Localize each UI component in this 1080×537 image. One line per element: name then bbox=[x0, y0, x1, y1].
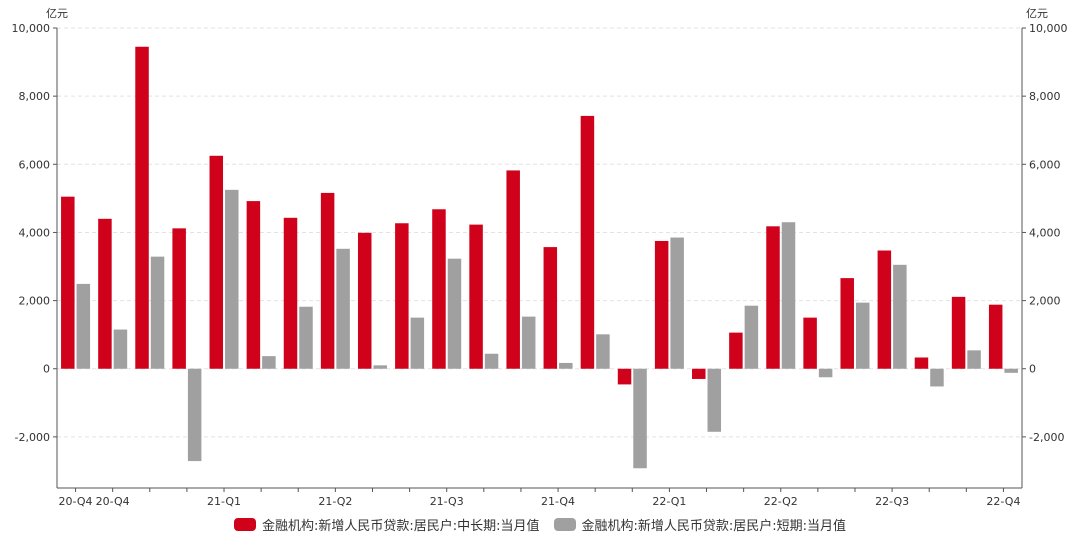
bar-long-term[interactable] bbox=[395, 223, 409, 369]
y-tick-label-left: -2,000 bbox=[15, 431, 50, 444]
bar-long-term[interactable] bbox=[617, 368, 632, 385]
bar-chart: -2,000 -2,000 0 0 2,000 2,000 4,000 4,000 6,000 6… bbox=[12, 7, 1068, 508]
bar-long-term[interactable] bbox=[283, 217, 298, 369]
bar-short-term[interactable] bbox=[930, 368, 944, 387]
y-tick-label-right: 2,000 bbox=[1029, 295, 1061, 308]
y-tick-label-left: 2,000 bbox=[19, 295, 51, 308]
bar-short-term[interactable] bbox=[447, 258, 462, 369]
x-tick-label: 21-Q1 bbox=[207, 495, 241, 508]
bar-long-term[interactable] bbox=[766, 226, 780, 369]
legend-item-long-term[interactable]: 金融机构:新增人民币贷款:居民户:中长期:当月值 bbox=[233, 515, 540, 534]
y-tick-label-right: 8,000 bbox=[1029, 90, 1061, 103]
y-tick-label-left: 8,000 bbox=[19, 90, 51, 103]
y-tick-label-right: 0 bbox=[1029, 363, 1036, 376]
bar-short-term[interactable] bbox=[855, 302, 870, 369]
bar-long-term[interactable] bbox=[692, 368, 706, 379]
bar-long-term[interactable] bbox=[988, 304, 1003, 369]
bar-long-term[interactable] bbox=[803, 317, 817, 369]
bar-short-term[interactable] bbox=[410, 317, 425, 369]
y-tick-label-left: 0 bbox=[43, 363, 50, 376]
bar-short-term[interactable] bbox=[967, 350, 981, 369]
bar-long-term[interactable] bbox=[729, 332, 743, 369]
bar-long-term[interactable] bbox=[432, 209, 446, 369]
bar-short-term[interactable] bbox=[299, 306, 313, 369]
bar-long-term[interactable] bbox=[209, 155, 224, 369]
y-tick-label-left: 6,000 bbox=[19, 158, 51, 171]
bar-long-term[interactable] bbox=[506, 170, 520, 369]
bar-long-term[interactable] bbox=[357, 232, 372, 369]
x-tick-label: 22-Q2 bbox=[764, 495, 798, 508]
legend: 金融机构:新增人民币贷款:居民户:中长期:当月值 金融机构:新增人民币贷款:居民… bbox=[0, 515, 1080, 534]
bar-short-term[interactable] bbox=[559, 362, 573, 369]
bar-short-term[interactable] bbox=[262, 356, 276, 369]
bar-short-term[interactable] bbox=[484, 353, 499, 369]
x-tick-label: 20-Q4 bbox=[96, 495, 130, 508]
bar-short-term[interactable] bbox=[113, 329, 128, 369]
legend-item-short-term[interactable]: 金融机构:新增人民币贷款:居民户:短期:当月值 bbox=[553, 515, 847, 534]
bar-long-term[interactable] bbox=[320, 192, 335, 369]
bar-long-term[interactable] bbox=[469, 224, 483, 369]
legend-swatch-short-term bbox=[553, 518, 576, 531]
y-tick-label-left: 10,000 bbox=[12, 22, 51, 35]
bar-short-term[interactable] bbox=[670, 237, 684, 369]
bar-long-term[interactable] bbox=[654, 240, 669, 369]
legend-label-long-term: 金融机构:新增人民币贷款:居民户:中长期:当月值 bbox=[261, 519, 540, 534]
bar-short-term[interactable] bbox=[76, 283, 91, 369]
y-tick-label-right: 6,000 bbox=[1029, 158, 1061, 171]
bar-long-term[interactable] bbox=[61, 196, 75, 369]
x-tick-label: 22-Q3 bbox=[875, 495, 909, 508]
bar-short-term[interactable] bbox=[818, 368, 833, 378]
bar-short-term[interactable] bbox=[1004, 368, 1018, 373]
right-unit-label: 亿元 bbox=[1026, 7, 1048, 20]
bar-short-term[interactable] bbox=[373, 365, 387, 369]
bar-long-term[interactable] bbox=[98, 218, 112, 369]
bar-short-term[interactable] bbox=[187, 368, 202, 462]
bar-short-term[interactable] bbox=[781, 222, 796, 369]
legend-label-short-term: 金融机构:新增人民币贷款:居民户:短期:当月值 bbox=[581, 519, 847, 534]
y-tick-label-right: 10,000 bbox=[1029, 22, 1068, 35]
axis-layer: -2,000 -2,000 0 0 2,000 2,000 4,000 4,000 6,000 6… bbox=[12, 22, 1068, 508]
y-tick-label-right: 4,000 bbox=[1029, 226, 1061, 239]
bar-short-term[interactable] bbox=[744, 305, 759, 369]
bar-long-term[interactable] bbox=[135, 46, 149, 369]
x-tick-label: 22-Q1 bbox=[652, 495, 686, 508]
y-tick-label-left: 4,000 bbox=[19, 226, 51, 239]
bar-short-term[interactable] bbox=[633, 368, 647, 469]
x-tick-label: 21-Q2 bbox=[318, 495, 352, 508]
bar-long-term[interactable] bbox=[172, 228, 186, 369]
bar-short-term[interactable] bbox=[893, 264, 907, 369]
legend-swatch-long-term bbox=[233, 518, 256, 531]
x-tick-label: 22-Q4 bbox=[986, 495, 1020, 508]
bar-short-term[interactable] bbox=[596, 334, 610, 369]
bar-long-term[interactable] bbox=[543, 247, 558, 369]
x-tick-label: 21-Q3 bbox=[430, 495, 464, 508]
left-unit-label: 亿元 bbox=[46, 7, 68, 20]
bar-long-term[interactable] bbox=[580, 115, 595, 369]
x-tick-label: 21-Q4 bbox=[541, 495, 575, 508]
bar-long-term[interactable] bbox=[246, 201, 261, 369]
x-tick-label: 20-Q4 bbox=[59, 495, 93, 508]
grid-layer bbox=[57, 27, 1022, 438]
bar-long-term[interactable] bbox=[914, 357, 929, 369]
bar-long-term[interactable] bbox=[840, 278, 854, 369]
bar-short-term[interactable] bbox=[225, 189, 239, 369]
bar-long-term[interactable] bbox=[951, 296, 966, 369]
bar-short-term[interactable] bbox=[336, 248, 350, 369]
bar-layer bbox=[61, 46, 1018, 469]
bar-short-term[interactable] bbox=[521, 316, 536, 369]
y-tick-label-right: -2,000 bbox=[1029, 431, 1064, 444]
bar-long-term[interactable] bbox=[877, 250, 892, 369]
bar-short-term[interactable] bbox=[707, 368, 722, 432]
bar-short-term[interactable] bbox=[150, 256, 165, 369]
